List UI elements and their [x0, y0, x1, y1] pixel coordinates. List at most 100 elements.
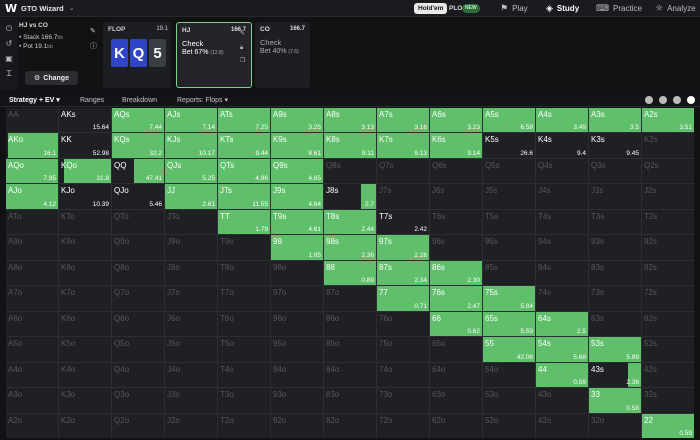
hand-cell[interactable]: 82o: [324, 413, 376, 438]
hand-cell[interactable]: JJ 2.61: [165, 184, 217, 209]
hand-cell[interactable]: A5o: [6, 337, 58, 362]
hand-cell[interactable]: A3o: [6, 388, 58, 413]
hand-cell[interactable]: J6s: [430, 184, 482, 209]
hand-cell[interactable]: 92s: [642, 235, 694, 260]
hand-cell[interactable]: A9o: [6, 235, 58, 260]
hand-cell[interactable]: Q7s: [377, 158, 429, 184]
hand-cell[interactable]: J4s: [536, 184, 588, 209]
hand-cell[interactable]: AKs 15.64: [59, 108, 111, 133]
hand-cell[interactable]: Q4s: [536, 158, 588, 184]
hand-cell[interactable]: 87s 2.34: [377, 260, 429, 286]
hand-cell[interactable]: K3s 9.45: [589, 133, 641, 158]
hand-cell[interactable]: 33 0.58: [589, 388, 641, 413]
hand-cell[interactable]: A4s 3.49: [536, 108, 588, 133]
hand-cell[interactable]: AQs 7.44: [112, 108, 164, 133]
edit-spot-icon[interactable]: ✎: [90, 27, 96, 35]
lock-icon[interactable]: 🔒︎: [240, 44, 244, 51]
hand-cell[interactable]: 74s: [536, 286, 588, 311]
hand-cell[interactable]: K4s 9.4: [536, 133, 588, 158]
table-icon[interactable]: ▣: [5, 54, 13, 63]
hand-cell[interactable]: 64s 2.5: [536, 311, 588, 337]
hand-cell[interactable]: 66 0.62: [430, 311, 482, 337]
hand-cell[interactable]: T2o: [218, 413, 270, 438]
hand-cell[interactable]: T8o: [218, 260, 270, 286]
hand-cell[interactable]: Q6o: [112, 311, 164, 337]
hand-cell[interactable]: K8s 9.11: [324, 133, 376, 158]
hand-cell[interactable]: T9s 4.61: [271, 209, 323, 235]
hand-cell[interactable]: K9s 8.61: [271, 133, 323, 158]
hand-cell[interactable]: 98o: [271, 260, 323, 286]
hand-cell[interactable]: 63o: [430, 388, 482, 413]
hand-cell[interactable]: A9s 3.25: [271, 108, 323, 133]
hand-cell[interactable]: T5o: [218, 337, 270, 362]
nav-analyze[interactable]: ☼ Analyze: [655, 0, 696, 17]
hand-cell[interactable]: T3s: [589, 209, 641, 235]
gto-wizard-logo-icon[interactable]: W: [5, 1, 18, 15]
view-mode-3-icon[interactable]: [673, 96, 681, 104]
hand-cell[interactable]: 72s: [642, 286, 694, 311]
hand-cell[interactable]: AA: [6, 108, 58, 133]
hand-cell[interactable]: J2s: [642, 184, 694, 209]
hand-cell[interactable]: 43o: [536, 388, 588, 413]
hand-cell[interactable]: AQo 7.95: [6, 158, 58, 184]
action-card-co[interactable]: CO 166.7 Check Bet 40% (7.6): [255, 22, 310, 88]
hand-cell[interactable]: QTs 4.96: [218, 158, 270, 184]
hand-cell[interactable]: 95o: [271, 337, 323, 362]
tab-ranges[interactable]: Ranges: [80, 97, 105, 104]
hand-cell[interactable]: J7o: [165, 286, 217, 311]
hand-cell[interactable]: Q3s: [589, 158, 641, 184]
hand-cell[interactable]: T7s 2.42: [377, 209, 429, 235]
hand-cell[interactable]: 99 1.05: [271, 235, 323, 260]
hand-cell[interactable]: K6o: [59, 311, 111, 337]
hand-cell[interactable]: KJs 10.17: [165, 133, 217, 158]
hand-cell[interactable]: 74o: [377, 362, 429, 388]
hand-cell[interactable]: K6s 9.14: [430, 133, 482, 158]
hand-cell[interactable]: A4o: [6, 362, 58, 388]
board-card-5-club[interactable]: 5: [149, 39, 166, 67]
hand-cell[interactable]: 54o: [483, 362, 535, 388]
nav-play[interactable]: ⚑ Play: [500, 0, 528, 17]
hand-cell[interactable]: KQo 31.8: [59, 158, 111, 184]
hand-cell[interactable]: KK 52.98: [59, 133, 111, 158]
hand-cell[interactable]: A2s 3.51: [642, 108, 694, 133]
hand-cell[interactable]: A5s 6.58: [483, 108, 535, 133]
view-mode-4-icon[interactable]: [687, 96, 695, 104]
chevron-down-icon[interactable]: ⌄: [68, 5, 75, 12]
hand-cell[interactable]: K5s 26.6: [483, 133, 535, 158]
hand-cell[interactable]: 72o: [377, 413, 429, 438]
plo-toggle[interactable]: PLO: [449, 5, 463, 12]
hand-cell[interactable]: J5s: [483, 184, 535, 209]
hand-cell[interactable]: K3o: [59, 388, 111, 413]
hand-cell[interactable]: JTs 11.55: [218, 184, 270, 209]
holdem-toggle[interactable]: Hold'em: [414, 3, 448, 14]
hand-cell[interactable]: JTo: [165, 209, 217, 235]
hand-cell[interactable]: 93o: [271, 388, 323, 413]
hand-cell[interactable]: 75s 5.84: [483, 286, 535, 311]
reset-icon[interactable]: ↺: [5, 39, 13, 48]
hand-cell[interactable]: T9o: [218, 235, 270, 260]
hand-cell[interactable]: 65s 5.59: [483, 311, 535, 337]
info-icon[interactable]: ⓘ: [90, 42, 97, 50]
hand-cell[interactable]: Q5o: [112, 337, 164, 362]
hand-cell[interactable]: K8o: [59, 260, 111, 286]
hand-cell[interactable]: K7o: [59, 286, 111, 311]
hand-cell[interactable]: 64o: [430, 362, 482, 388]
action-card-hj[interactable]: HJ 166.7 Check Bet 67% (12.8): [176, 22, 252, 88]
hand-cell[interactable]: 42s: [642, 362, 694, 388]
cursor-icon[interactable]: Ɪ: [6, 69, 12, 78]
hand-cell[interactable]: 52s: [642, 337, 694, 362]
hand-cell[interactable]: ATo: [6, 209, 58, 235]
hand-cell[interactable]: T6o: [218, 311, 270, 337]
hand-cell[interactable]: 94s: [536, 235, 588, 260]
hand-cell[interactable]: AKo 16.1: [6, 133, 58, 158]
hand-cell[interactable]: T3o: [218, 388, 270, 413]
flop-panel[interactable]: FLOP 19.1 K Q 5: [103, 22, 171, 88]
hand-cell[interactable]: QJo 5.46: [112, 184, 164, 209]
hand-cell[interactable]: A7o: [6, 286, 58, 311]
hand-cell[interactable]: T7o: [218, 286, 270, 311]
hand-cell[interactable]: 62s: [642, 311, 694, 337]
hand-cell[interactable]: 76o: [377, 311, 429, 337]
hand-cell[interactable]: 22 0.59: [642, 413, 694, 438]
hand-cell[interactable]: A2o: [6, 413, 58, 438]
hand-cell[interactable]: 95s: [483, 235, 535, 260]
